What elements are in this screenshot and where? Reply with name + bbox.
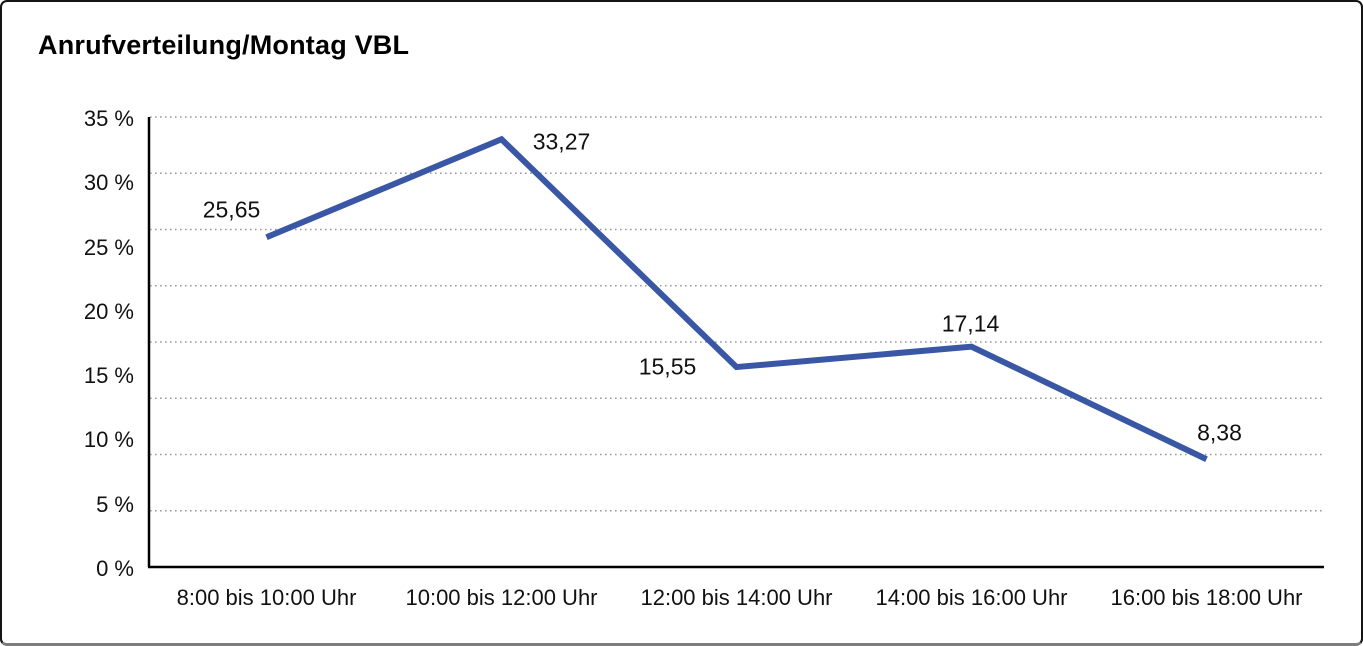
- y-axis-tick-label: 0 %: [96, 556, 134, 581]
- x-axis-category-label: 8:00 bis 10:00 Uhr: [176, 585, 357, 610]
- x-axis-category-label: 14:00 bis 16:00 Uhr: [875, 585, 1068, 610]
- chart-title: Anrufverteilung/Montag VBL: [38, 30, 410, 60]
- data-point-label: 15,55: [638, 353, 697, 380]
- y-axis-tick-label: 20 %: [83, 298, 134, 324]
- y-axis-tick-label: 15 %: [83, 363, 134, 389]
- data-point-label: 25,65: [202, 196, 261, 223]
- data-point-label: 17,14: [941, 310, 1000, 337]
- y-axis-tick-label: 30 %: [83, 170, 134, 196]
- y-axis-tick-label: 10 %: [83, 427, 134, 453]
- x-axis-category-label: 10:00 bis 12:00 Uhr: [405, 585, 598, 610]
- data-point-label: 8,38: [1197, 419, 1242, 446]
- line-series: [265, 135, 1208, 462]
- y-axis-tick-label: 35 %: [83, 106, 134, 131]
- x-axis-category-label: 16:00 bis 18:00 Uhr: [1110, 585, 1303, 610]
- x-axis-category-label: 12:00 bis 14:00 Uhr: [640, 585, 833, 610]
- data-point-label: 33,27: [532, 128, 591, 155]
- y-axis-tick-label: 25 %: [83, 234, 134, 260]
- y-axis-tick-label: 5 %: [96, 491, 134, 517]
